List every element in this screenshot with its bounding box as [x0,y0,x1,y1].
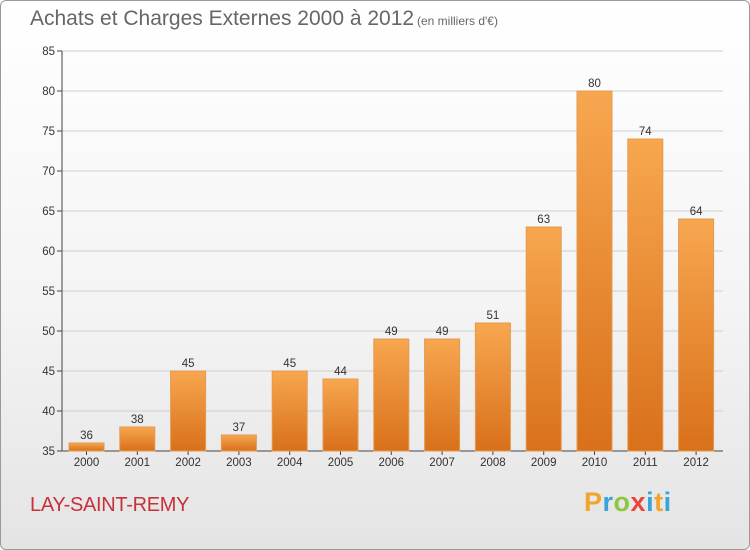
y-tick-label: 50 [42,326,55,338]
x-tick-label: 2010 [582,457,608,469]
logo-letter: i [663,487,672,517]
bar [525,226,562,452]
bar-value-label: 80 [588,78,601,90]
logo-letter: i [646,487,655,517]
bar-value-label: 45 [283,358,296,370]
x-tick-label: 2004 [277,457,303,469]
bar [373,338,410,452]
x-tick-label: 2000 [74,457,100,469]
bar-value-label: 37 [233,422,246,434]
chart-unit: (en milliers d'€) [417,14,498,28]
bar [576,90,613,452]
y-tick-label: 75 [42,126,55,138]
bar [170,370,207,452]
bar [627,138,664,452]
x-tick-label: 2005 [328,457,354,469]
y-tick-label: 70 [42,166,55,178]
logo-letter: o [613,487,631,517]
x-tick-label: 2008 [480,457,506,469]
bar-value-label: 49 [436,326,449,338]
bar-layer: 36 38 45 37 45 44 49 49 51 63 80 74 64 [68,78,715,452]
y-tick-label: 60 [42,246,55,258]
x-tick-label: 2002 [175,457,201,469]
x-tick-label: 2012 [683,457,709,469]
proxiti-logo[interactable]: Proxiti [584,487,672,518]
commune-name: LAY-SAINT-REMY [30,494,190,516]
bar [678,218,715,452]
x-tick-label: 2009 [531,457,557,469]
bar-value-label: 44 [334,366,347,378]
y-tick-label: 35 [42,446,55,458]
y-tick-label: 80 [42,86,55,98]
bar-value-label: 38 [131,414,144,426]
y-tick-label: 45 [42,366,55,378]
bar [68,442,105,452]
bar-value-label: 45 [182,358,195,370]
logo-letter: r [602,487,614,517]
x-tick-label: 2011 [633,457,658,469]
bar [220,434,257,452]
y-tick-label: 85 [42,46,55,58]
logo-letter: t [654,487,664,517]
bar-value-label: 51 [487,310,500,322]
chart-title: Achats et Charges Externes 2000 à 2012 [30,7,415,30]
bar [119,426,156,452]
bar [271,370,308,452]
bar [322,378,359,452]
logo-letter: P [584,487,603,517]
logo-letter: x [630,487,647,517]
y-tick-label: 65 [42,206,55,218]
bar-value-label: 74 [639,126,652,138]
x-tick-label: 2003 [226,457,252,469]
bar-value-label: 36 [80,430,93,442]
x-tick-label: 2007 [429,457,455,469]
bar [424,338,461,452]
y-tick-label: 40 [42,406,55,418]
x-tick-label: 2001 [125,457,151,469]
bar-value-label: 63 [537,214,550,226]
bar [474,322,511,452]
bar-value-label: 49 [385,326,398,338]
y-tick-label: 55 [42,286,55,298]
bar-value-label: 64 [690,206,703,218]
x-tick-label: 2006 [379,457,405,469]
